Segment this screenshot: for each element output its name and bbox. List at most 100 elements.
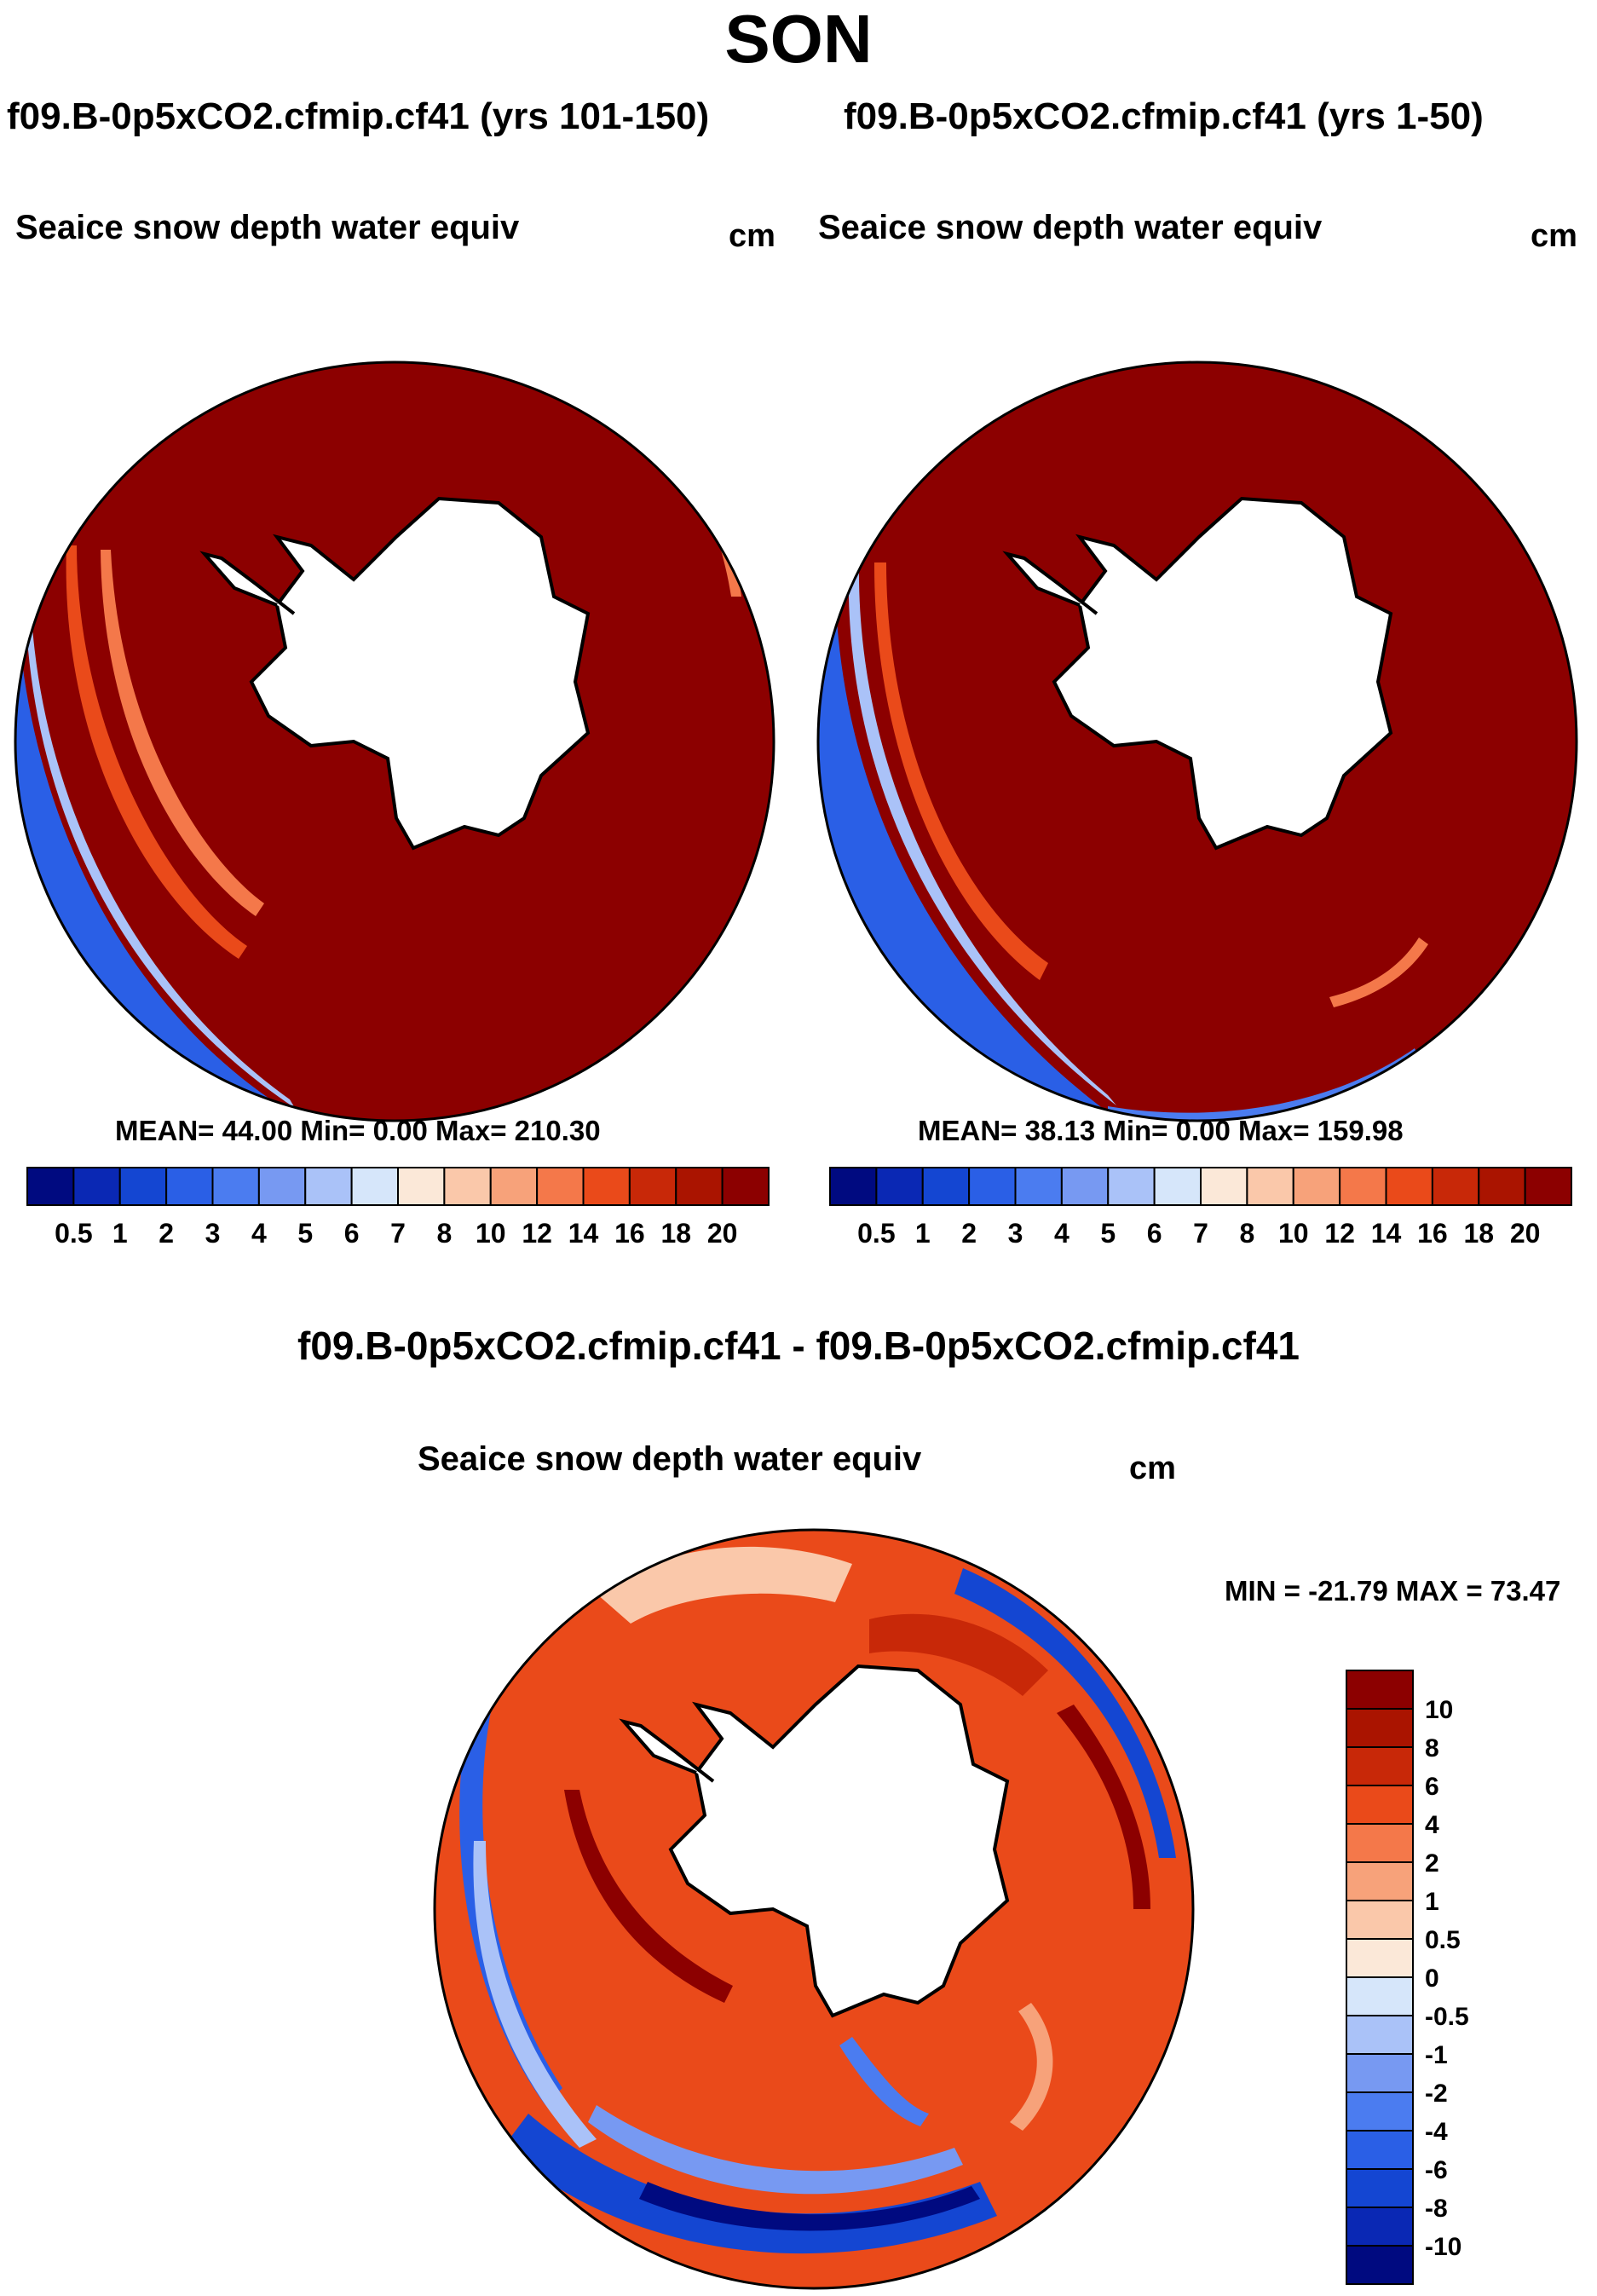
colorbar-tick-label: 3 xyxy=(1008,1218,1023,1249)
colorbar-swatch xyxy=(165,1167,214,1206)
colorbar-left: 0.5 1 2 3 4 5 6 7 8 10 12 14 16 18 20 xyxy=(26,1167,770,1249)
colorbar-swatch xyxy=(1346,1785,1414,1825)
colorbar-swatch xyxy=(721,1167,770,1206)
colorbar-swatch xyxy=(1292,1167,1341,1206)
colorbar-tick-label: 5 xyxy=(1100,1218,1116,1249)
colorbar-swatch xyxy=(628,1167,677,1206)
colorbar-tick-label: 10 xyxy=(1278,1218,1309,1249)
right-units: cm xyxy=(1531,218,1577,254)
colorbar-swatch xyxy=(1346,2015,1414,2055)
left-units: cm xyxy=(729,218,775,254)
colorbar-tick-label: 18 xyxy=(660,1218,691,1249)
colorbar-tick-label: 10 xyxy=(1425,1696,1453,1724)
colorbar-swatch xyxy=(397,1167,446,1206)
colorbar-tick-label: 5 xyxy=(297,1218,313,1249)
colorbar-swatch xyxy=(1346,2245,1414,2285)
colorbar-tick-label: 12 xyxy=(1324,1218,1355,1249)
right-case-title: f09.B-0p5xCO2.cfmip.cf41 (yrs 1-50) xyxy=(844,95,1484,137)
difference-variable-title: Seaice snow depth water equiv xyxy=(418,1440,922,1478)
colorbar-swatch xyxy=(350,1167,399,1206)
colorbar-tick-label: 1 xyxy=(112,1218,128,1249)
colorbar-swatch xyxy=(1014,1167,1063,1206)
colorbar-swatch xyxy=(968,1167,1017,1206)
colorbar-tick-label: 20 xyxy=(1510,1218,1541,1249)
left-variable-title: Seaice snow depth water equiv xyxy=(15,209,520,246)
right-variable-title: Seaice snow depth water equiv xyxy=(818,209,1323,246)
colorbar-swatch xyxy=(875,1167,924,1206)
colorbar-swatch xyxy=(1346,2207,1414,2247)
colorbar-tick-label: 1 xyxy=(1425,1888,1439,1916)
colorbar-tick-label: -8 xyxy=(1425,2195,1448,2223)
colorbar-tick-label: 0.5 xyxy=(1425,1926,1461,1954)
colorbar-tick-label: 4 xyxy=(1054,1218,1069,1249)
colorbar-swatch xyxy=(1346,2053,1414,2093)
colorbar-swatch xyxy=(443,1167,492,1206)
colorbar-swatch xyxy=(26,1167,75,1206)
colorbar-swatch xyxy=(1431,1167,1480,1206)
map-right xyxy=(816,361,1578,1122)
colorbar-swatch xyxy=(1346,1746,1414,1786)
colorbar-tick-label: 6 xyxy=(1425,1773,1439,1801)
colorbar-swatch xyxy=(1346,1670,1414,1710)
colorbar-swatch xyxy=(582,1167,631,1206)
colorbar-swatch xyxy=(1385,1167,1433,1206)
colorbar-swatch xyxy=(1478,1167,1526,1206)
colorbar-swatch xyxy=(1346,1900,1414,1940)
colorbar-tick-label: 20 xyxy=(707,1218,738,1249)
colorbar-swatch xyxy=(1346,1823,1414,1863)
map-difference xyxy=(433,1528,1195,2290)
colorbar-tick-label: 1 xyxy=(915,1218,931,1249)
colorbar-tick-label: 3 xyxy=(205,1218,221,1249)
colorbar-tick-label: 8 xyxy=(1239,1218,1254,1249)
colorbar-swatch xyxy=(118,1167,168,1206)
colorbar-swatch xyxy=(1346,1938,1414,1978)
colorbar-tick-label: 0 xyxy=(1425,1964,1439,1993)
colorbar-swatch xyxy=(536,1167,585,1206)
colorbar-swatch xyxy=(1346,1708,1414,1748)
colorbar-swatch xyxy=(1339,1167,1387,1206)
colorbar-swatch xyxy=(921,1167,971,1206)
left-case-title: f09.B-0p5xCO2.cfmip.cf41 (yrs 101-150) xyxy=(7,95,710,137)
difference-minmax: MIN = -21.79 MAX = 73.47 xyxy=(1225,1575,1561,1607)
colorbar-swatch xyxy=(1200,1167,1248,1206)
colorbar-tick-label: -4 xyxy=(1425,2118,1448,2146)
colorbar-tick-label: 0.5 xyxy=(857,1218,895,1249)
colorbar-swatch xyxy=(1346,2091,1414,2132)
colorbar-tick-label: 7 xyxy=(390,1218,406,1249)
colorbar-tick-label: 18 xyxy=(1463,1218,1494,1249)
colorbar-tick-label: 2 xyxy=(1425,1849,1439,1878)
colorbar-swatch xyxy=(1153,1167,1202,1206)
colorbar-tick-label: 4 xyxy=(251,1218,267,1249)
colorbar-tick-label: -6 xyxy=(1425,2156,1448,2184)
colorbar-tick-label: 14 xyxy=(1371,1218,1402,1249)
season-title: SON xyxy=(724,1,873,77)
difference-title: f09.B-0p5xCO2.cfmip.cf41 - f09.B-0p5xCO2… xyxy=(297,1324,1300,1368)
colorbar-tick-label: -10 xyxy=(1425,2233,1462,2261)
colorbar-tick-label: 8 xyxy=(1425,1734,1439,1762)
colorbar-difference: 10 8 6 4 2 1 0.5 0 -0.5 -1 -2 -4 -6 -8 -10 xyxy=(1346,1670,1469,2285)
colorbar-swatch xyxy=(489,1167,539,1206)
colorbar-tick-label: 10 xyxy=(476,1218,506,1249)
colorbar-tick-label: -0.5 xyxy=(1425,2003,1469,2031)
colorbar-tick-label: 4 xyxy=(1425,1811,1439,1839)
colorbar-swatch xyxy=(829,1167,878,1206)
colorbar-swatch xyxy=(1346,1976,1414,2016)
colorbar-swatch xyxy=(257,1167,307,1206)
colorbar-right: 0.5 1 2 3 4 5 6 7 8 10 12 14 16 18 20 xyxy=(829,1167,1572,1249)
colorbar-tick-label: 16 xyxy=(1417,1218,1448,1249)
colorbar-tick-label: 12 xyxy=(522,1218,552,1249)
colorbar-swatch xyxy=(1060,1167,1110,1206)
colorbar-swatch xyxy=(1524,1167,1572,1206)
colorbar-tick-label: 0.5 xyxy=(55,1218,92,1249)
colorbar-tick-label: 14 xyxy=(568,1218,599,1249)
difference-units: cm xyxy=(1129,1451,1176,1486)
colorbar-swatch xyxy=(1107,1167,1156,1206)
difference-map-patterns xyxy=(459,1546,1176,2254)
colorbar-swatch xyxy=(1246,1167,1294,1206)
colorbar-tick-label: -2 xyxy=(1425,2080,1448,2108)
colorbar-tick-label: 7 xyxy=(1193,1218,1208,1249)
map-left xyxy=(14,361,775,1122)
colorbar-swatch xyxy=(72,1167,121,1206)
colorbar-swatch xyxy=(304,1167,353,1206)
